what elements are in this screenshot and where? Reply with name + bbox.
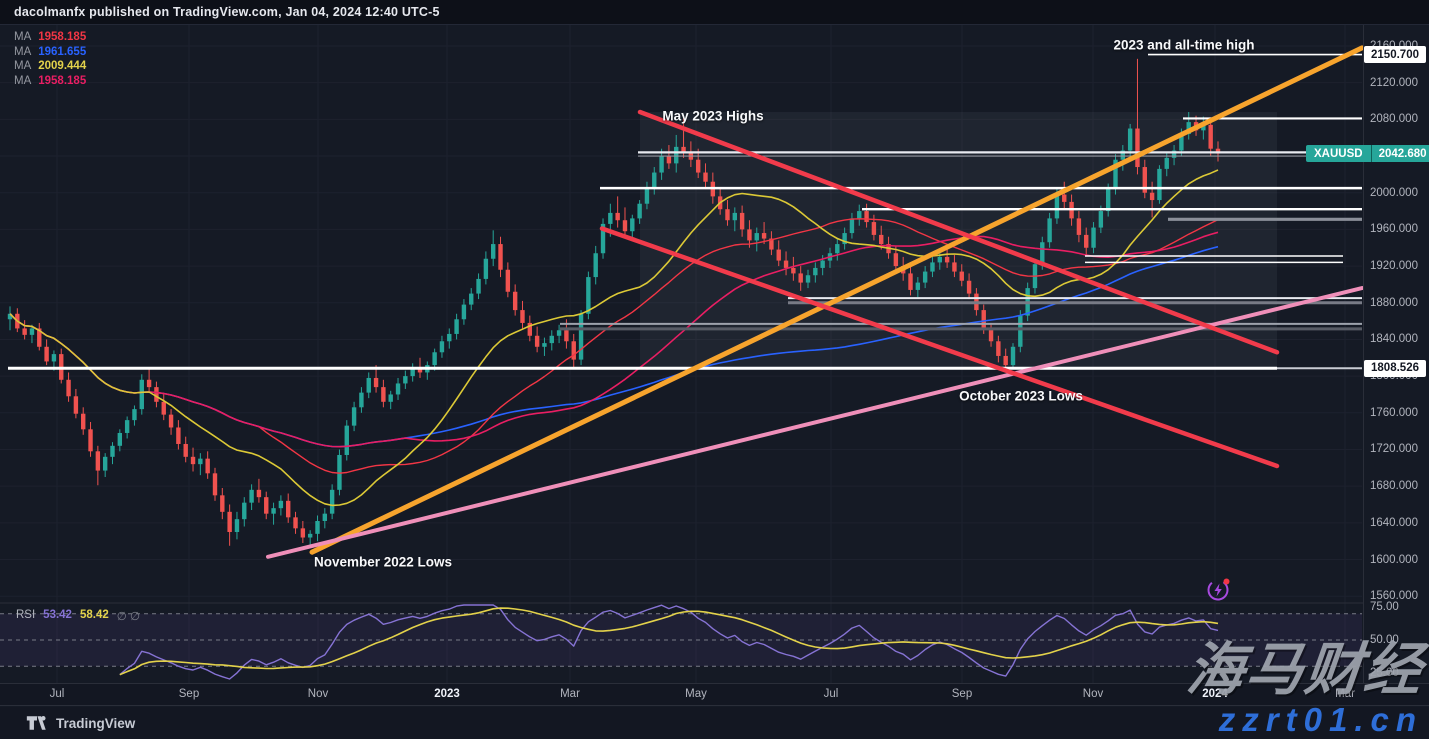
chart-annotation: October 2023 Lows: [959, 388, 1083, 404]
price-tick: 1560.000: [1370, 590, 1418, 603]
price-tick: 1920.000: [1370, 260, 1418, 273]
rsi-axis-tick: 75.00: [1370, 601, 1399, 614]
time-tick-jul: Jul: [49, 688, 65, 700]
rsi-legend[interactable]: RSI 53.42 58.42 ∅ ∅: [16, 609, 140, 623]
ma-value: 1961.655: [38, 45, 87, 58]
price-tick: 1880.000: [1370, 296, 1418, 309]
rsi-signal-value: 58.42: [79, 609, 109, 621]
moving-average-MA-crimson: [9, 231, 1219, 448]
time-tick-mar: Mar: [1335, 688, 1355, 700]
time-tick-2023: 2023: [434, 688, 460, 700]
lightning-bolt-icon: [1214, 583, 1222, 597]
ma-legend[interactable]: MA 1958.185 MA 1961.655 MA 2009.444 MA 1958.185: [14, 30, 86, 88]
notification-dot: [1223, 578, 1230, 585]
price-tick: 1600.000: [1370, 553, 1418, 566]
time-tick-nov: Nov: [1082, 688, 1104, 700]
tradingview-logo-icon[interactable]: [26, 714, 48, 732]
ma-label: MA: [14, 74, 32, 87]
rsi-value: 53.42: [43, 609, 72, 621]
price-tick: 1680.000: [1370, 480, 1418, 493]
chart-annotation: November 2022 Lows: [313, 554, 453, 570]
ma-value: 2009.444: [38, 60, 87, 73]
ascending-support-orange: [309, 45, 1365, 555]
chart-annotation: May 2023 Highs: [662, 108, 764, 124]
rsi-axis-tick: 50.00: [1370, 634, 1399, 646]
price-label-support: 1808.526: [1364, 359, 1426, 377]
price-tick: 1840.000: [1370, 333, 1418, 346]
price-tick: 1960.000: [1370, 223, 1418, 236]
price-tick: 2000.000: [1370, 186, 1418, 199]
time-tick-sep: Sep: [178, 688, 200, 700]
price-tick: 1720.000: [1370, 443, 1418, 456]
ascending-support-pink: [266, 286, 1364, 559]
rsi-signal-line: [119, 607, 1219, 676]
price-tick: 1760.000: [1370, 406, 1418, 419]
time-tick-2024: 2024: [1202, 688, 1228, 700]
descending-channel-bottom: [599, 226, 1280, 469]
chart-annotation: 2023 and all-time high: [1113, 37, 1255, 53]
boost-circle: [1207, 579, 1229, 601]
last-price-badge: XAUUSD 2042.680: [1306, 145, 1429, 163]
trendlines: [266, 45, 1365, 559]
symbol-tag: XAUUSD: [1306, 145, 1372, 163]
ma-legend-row[interactable]: MA 1958.185: [14, 30, 86, 45]
price-axis[interactable]: 2160.0002120.0002080.0002040.0002000.000…: [1363, 25, 1429, 683]
ma-value: 1958.185: [38, 31, 87, 44]
time-tick-may: May: [685, 688, 707, 700]
publish-text: dacolmanfx published on TradingView.com,…: [14, 5, 440, 19]
price-tick: 2120.000: [1370, 76, 1418, 89]
footer-bar: TradingView: [0, 707, 1429, 739]
moving-average-MA-yellow: [9, 169, 1219, 507]
ma-label: MA: [14, 45, 32, 58]
publish-header: dacolmanfx published on TradingView.com,…: [0, 0, 1429, 25]
rsi-axis-tick: 25.00: [1370, 666, 1399, 679]
rsi-title: RSI: [16, 609, 36, 621]
time-tick-sep: Sep: [951, 688, 973, 700]
candlestick-series: [7, 58, 1221, 546]
last-price-value: 2042.680: [1371, 145, 1429, 163]
time-tick-jul: Jul: [823, 688, 839, 700]
rsi-empty-values: ∅ ∅: [116, 611, 140, 623]
horizontal-levels: [8, 53, 1362, 370]
tradingview-brand-text[interactable]: TradingView: [56, 715, 136, 731]
ma-label: MA: [14, 31, 32, 44]
price-tick: 2080.000: [1370, 113, 1418, 126]
descending-channel-top: [637, 109, 1280, 355]
ma-label: MA: [14, 60, 32, 73]
ma-legend-row[interactable]: MA 2009.444: [14, 59, 86, 74]
price-tick: 1640.000: [1370, 516, 1418, 529]
grid-lines: [0, 25, 1362, 683]
ma-value: 1958.185: [38, 74, 87, 87]
ma-legend-row[interactable]: MA 1958.185: [14, 74, 86, 89]
ma-legend-row[interactable]: MA 1961.655: [14, 45, 86, 60]
time-tick-mar: Mar: [560, 688, 580, 700]
price-label-ath: 2150.700: [1364, 46, 1426, 64]
time-tick-nov: Nov: [307, 688, 329, 700]
time-axis[interactable]: Jul Sep Nov 2023 Mar May Jul Sep Nov 2024 Mar: [0, 683, 1429, 706]
boost-lightning-icon[interactable]: [1206, 576, 1232, 602]
